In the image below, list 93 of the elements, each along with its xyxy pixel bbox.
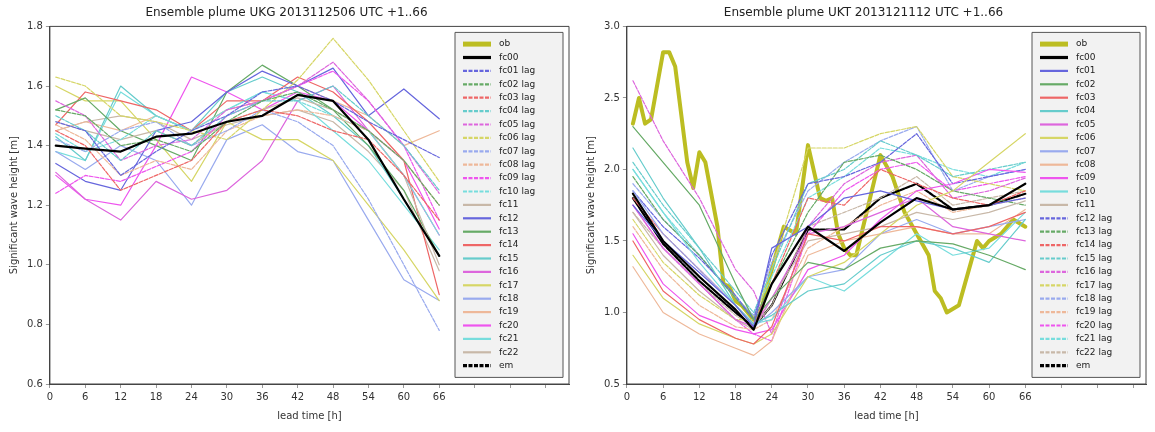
chart-title: Ensemble plume UKG 2013112506 UTC +1..66 xyxy=(145,5,428,20)
y-tick-label: 2.0 xyxy=(604,163,620,175)
legend-label: fc20 xyxy=(499,319,519,330)
x-tick-label: 18 xyxy=(149,390,163,402)
x-axis-title: lead time [h] xyxy=(277,409,342,421)
legend-label: fc11 xyxy=(499,199,519,210)
legend-label: fc19 xyxy=(499,306,519,317)
legend-label: fc00 xyxy=(499,51,519,62)
y-tick-label: 0.5 xyxy=(604,377,620,389)
legend-label: fc03 xyxy=(1076,92,1096,103)
legend-label: fc09 lag xyxy=(499,172,536,183)
legend-label: fc21 xyxy=(499,333,519,344)
x-tick-label: 18 xyxy=(729,390,742,402)
x-tick-label: 30 xyxy=(801,390,815,402)
legend-label: fc02 lag xyxy=(499,78,536,89)
y-axis-title: Significant wave height [m] xyxy=(584,136,596,275)
legend-label: fc02 xyxy=(1076,78,1096,89)
legend-label: fc22 xyxy=(499,346,519,357)
x-tick-label: 12 xyxy=(114,390,128,402)
legend-label: fc17 xyxy=(499,279,519,290)
legend-label: fc10 lag xyxy=(499,185,536,196)
legend-label: fc12 lag xyxy=(1076,212,1113,223)
legend-label: em xyxy=(1076,360,1091,371)
legend-label: fc04 xyxy=(1076,105,1096,116)
x-tick-label: 24 xyxy=(185,390,198,402)
y-tick-label: 1.6 xyxy=(27,79,43,91)
x-tick-label: 24 xyxy=(765,390,779,402)
legend-label: fc16 lag xyxy=(1076,266,1113,277)
x-tick-label: 60 xyxy=(982,390,996,402)
legend-label: fc16 xyxy=(499,266,519,277)
x-tick-label: 66 xyxy=(432,390,446,402)
legend-label: fc01 xyxy=(1076,65,1096,76)
x-tick-label: 48 xyxy=(910,390,923,402)
chart-title: Ensemble plume UKT 2013121112 UTC +1..66 xyxy=(723,5,1004,20)
y-tick-label: 1.5 xyxy=(604,234,620,246)
y-tick-label: 0.6 xyxy=(27,377,43,389)
legend-label: fc00 xyxy=(1076,51,1096,62)
legend-label: fc05 xyxy=(1076,118,1096,129)
legend-label: fc20 lag xyxy=(1076,319,1113,330)
legend-label: fc22 lag xyxy=(1076,346,1113,357)
x-tick-label: 12 xyxy=(692,390,706,402)
legend-label: fc15 lag xyxy=(1076,252,1113,263)
legend-label: fc15 xyxy=(499,252,519,263)
x-tick-label: 0 xyxy=(623,390,631,402)
legend-label: fc09 xyxy=(1076,172,1096,183)
legend-label: fc18 lag xyxy=(1076,293,1113,304)
x-tick-label: 60 xyxy=(397,390,411,402)
legend-label: fc08 lag xyxy=(499,159,536,170)
legend-label: fc08 xyxy=(1076,159,1096,170)
legend-label: fc17 lag xyxy=(1076,279,1113,290)
legend-label: fc18 xyxy=(499,293,519,304)
legend-label: em xyxy=(499,360,514,371)
x-tick-label: 48 xyxy=(326,390,340,402)
legend-label: fc10 xyxy=(1076,185,1096,196)
y-tick-label: 1.4 xyxy=(27,139,43,151)
x-tick-label: 36 xyxy=(837,390,851,402)
legend-label: fc06 lag xyxy=(499,132,536,143)
x-axis-title: lead time [h] xyxy=(854,409,919,421)
legend-label: fc14 lag xyxy=(1076,239,1113,250)
y-tick-label: 1.0 xyxy=(27,258,43,270)
legend-label: fc14 xyxy=(499,239,519,250)
x-tick-label: 30 xyxy=(220,390,234,402)
x-tick-label: 66 xyxy=(1018,390,1032,402)
y-axis-title: Significant wave height [m] xyxy=(7,136,19,275)
legend-label: fc05 lag xyxy=(499,118,536,129)
y-tick-label: 3.0 xyxy=(604,19,620,31)
legend-label: fc21 lag xyxy=(1076,333,1113,344)
legend-label: fc13 lag xyxy=(1076,226,1113,237)
x-tick-label: 6 xyxy=(82,390,89,402)
x-tick-label: 54 xyxy=(946,390,960,402)
legend-label: fc04 lag xyxy=(499,105,536,116)
legend-label: fc03 lag xyxy=(499,92,536,103)
legend-label: fc19 lag xyxy=(1076,306,1113,317)
y-tick-label: 1.0 xyxy=(604,306,620,318)
legend-label: fc07 lag xyxy=(499,145,536,156)
legend-label: fc13 xyxy=(499,226,519,237)
legend-label: ob xyxy=(1076,38,1088,49)
legend-label: fc06 xyxy=(1076,132,1096,143)
x-tick-label: 36 xyxy=(255,390,269,402)
y-tick-label: 1.2 xyxy=(27,198,43,210)
x-tick-label: 42 xyxy=(291,390,305,402)
y-tick-label: 1.8 xyxy=(27,19,43,31)
legend-label: fc11 xyxy=(1076,199,1096,210)
y-tick-label: 2.5 xyxy=(604,91,620,103)
legend-label: ob xyxy=(499,38,511,49)
x-tick-label: 54 xyxy=(362,390,375,402)
x-tick-label: 0 xyxy=(46,390,54,402)
x-tick-label: 6 xyxy=(659,390,667,402)
legend-label: fc12 xyxy=(499,212,519,223)
legend-label: fc07 xyxy=(1076,145,1096,156)
y-tick-label: 0.8 xyxy=(27,317,43,329)
x-tick-label: 42 xyxy=(874,390,887,402)
legend-label: fc01 lag xyxy=(499,65,536,76)
